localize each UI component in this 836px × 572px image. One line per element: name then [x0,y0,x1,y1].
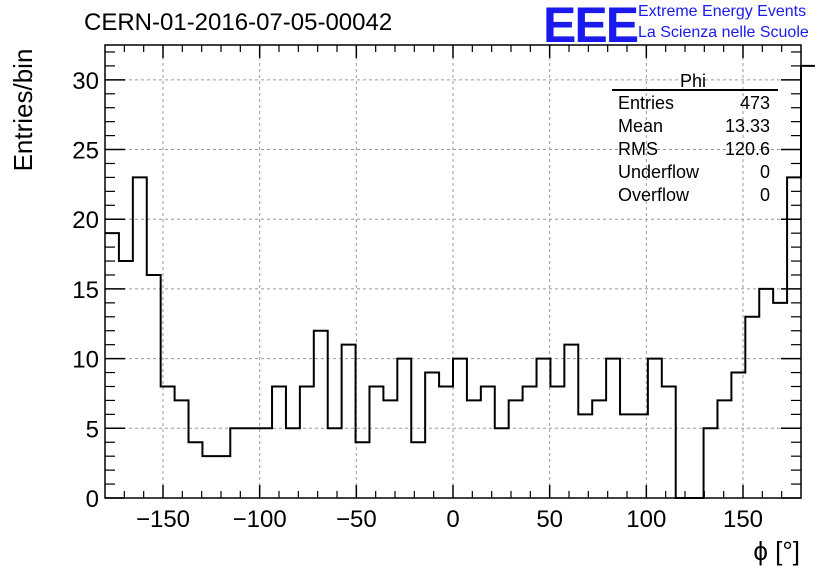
histogram-bin [481,386,495,498]
histogram-bin [453,359,467,498]
histogram-bin [189,442,203,498]
stat-value: 120.6 [724,139,770,159]
stats-box-title: Phi [680,71,707,91]
stat-label: Entries [618,93,675,113]
y-tick-label: 25 [72,138,99,165]
stat-label: Underflow [618,162,700,182]
histogram-bin [787,177,801,498]
histogram-bin [314,331,328,498]
x-tick-labels: −150 −100 −50 0 50 100 150 [136,506,763,533]
y-tick-label: 15 [72,277,99,304]
stat-value: 473 [739,93,770,113]
axis-ticks [105,45,801,499]
histogram-bin [147,275,161,498]
stat-label: Overflow [618,185,690,205]
histogram-bin [731,373,745,498]
stat-row-underflow: Underflow 0 [618,162,770,184]
stat-label: RMS [618,139,658,159]
histogram-bin [216,456,230,498]
y-tick-label: 10 [72,347,99,374]
histogram-bin [509,400,523,498]
histogram-bin [300,386,314,498]
histogram-bin [648,359,662,498]
histogram-bin [759,289,773,498]
y-tick-label: 20 [72,207,99,234]
stat-value: 0 [759,185,770,205]
histogram-bin [133,177,147,498]
histogram-bin [328,428,342,498]
stat-row-rms: RMS 120.6 [618,139,770,161]
x-tick-label: 50 [536,506,563,533]
x-axis-title: ϕ [°] [753,536,800,566]
x-tick-label: −100 [233,506,287,533]
histogram-bin [717,400,731,498]
stat-row-entries: Entries 473 [618,93,770,115]
histogram-bin [175,400,189,498]
y-tick-labels: 0 5 10 15 20 25 30 [72,68,99,513]
histogram-bin [550,386,564,498]
histogram-bin [606,359,620,498]
logo-caption-line1: Extreme Energy Events [638,3,807,20]
histogram-bin [105,233,119,498]
histogram-bin [537,359,551,498]
histogram-bin [662,386,676,498]
histogram-bin [523,386,537,498]
stat-row-overflow: Overflow 0 [618,185,770,207]
histogram-bin [258,428,272,498]
stat-value: 0 [759,162,770,182]
histogram-bin [286,428,300,498]
histogram-bin [383,400,397,498]
histogram-bin [592,400,606,498]
histogram-bin [773,303,787,498]
histogram-bin [272,386,286,498]
y-axis-title: Entries/bin [8,49,38,172]
y-tick-label: 0 [86,486,99,513]
histogram-bin [578,414,592,498]
histogram-bin [564,345,578,498]
histogram-bin [801,66,815,498]
x-tick-label: 100 [626,506,666,533]
x-tick-label: 150 [723,506,763,533]
stat-row-mean: Mean 13.33 [618,116,770,138]
histogram-bin [397,359,411,498]
histogram-bin [202,456,216,498]
histogram-bin [230,428,244,498]
histogram-bin [119,261,133,498]
histogram-bin [356,442,370,498]
histogram-bin [745,317,759,498]
x-tick-label: −150 [136,506,190,533]
histogram-bin [342,345,356,498]
logo-caption-line2: La Scienza nelle Scuole [638,24,809,41]
histogram-bin [425,373,439,498]
x-tick-label: 0 [446,506,459,533]
histogram-bin [369,386,383,498]
histogram-bin [411,442,425,498]
stat-value: 13.33 [724,116,770,136]
y-tick-label: 30 [72,68,99,95]
histogram-bin [439,386,453,498]
x-tick-label: −50 [336,506,377,533]
histogram-bin [620,414,634,498]
histogram-bin [495,428,509,498]
histogram-bin [244,428,258,498]
stat-label: Mean [618,116,664,136]
histogram-bin [161,386,175,498]
histogram-bin [704,428,718,498]
histogram-bin [634,414,648,498]
run-title: CERN-01-2016-07-05-00042 [84,9,393,36]
histogram-bin [467,400,481,498]
y-tick-label: 5 [86,416,99,443]
eee-logo: EEE [543,0,639,53]
